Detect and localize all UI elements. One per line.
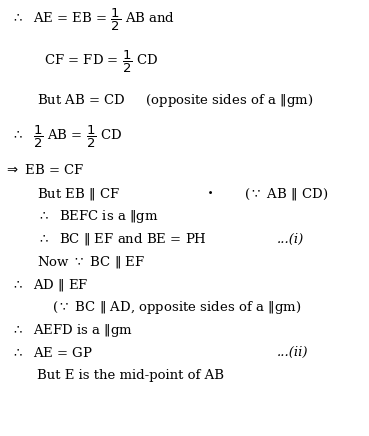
Text: ...(i): ...(i) <box>277 233 304 246</box>
Text: $\Rightarrow$ EB = CF: $\Rightarrow$ EB = CF <box>4 163 84 177</box>
Text: But E is the mid-point of AB: But E is the mid-point of AB <box>37 369 224 382</box>
Text: $\therefore$  AE = GP: $\therefore$ AE = GP <box>11 346 93 360</box>
Text: CF = FD = $\dfrac{1}{2}$ CD: CF = FD = $\dfrac{1}{2}$ CD <box>44 49 159 75</box>
Text: But EB $\|$ CF: But EB $\|$ CF <box>37 186 120 202</box>
Text: $\therefore$  BC $\|$ EF and BE = PH: $\therefore$ BC $\|$ EF and BE = PH <box>37 232 207 247</box>
Text: $\therefore$  AE = EB = $\dfrac{1}{2}$ AB and: $\therefore$ AE = EB = $\dfrac{1}{2}$ AB… <box>11 7 175 33</box>
Text: $\therefore$  AEFD is a $\|$gm: $\therefore$ AEFD is a $\|$gm <box>11 322 133 338</box>
Text: Now $\because$ BC $\|$ EF: Now $\because$ BC $\|$ EF <box>37 254 145 270</box>
Text: $\therefore$  $\dfrac{1}{2}$ AB = $\dfrac{1}{2}$ CD: $\therefore$ $\dfrac{1}{2}$ AB = $\dfrac… <box>11 124 123 150</box>
Text: $\therefore$  BEFC is a $\|$gm: $\therefore$ BEFC is a $\|$gm <box>37 208 159 225</box>
Text: ·: · <box>207 183 214 205</box>
Text: $\therefore$  AD $\|$ EF: $\therefore$ AD $\|$ EF <box>11 277 89 293</box>
Text: ...(ii): ...(ii) <box>277 346 308 359</box>
Text: ($\because$ AB $\|$ CD): ($\because$ AB $\|$ CD) <box>244 186 328 202</box>
Text: But AB = CD     (opposite sides of a $\|$gm): But AB = CD (opposite sides of a $\|$gm) <box>37 92 313 109</box>
Text: ($\because$ BC $\|$ AD, opposite sides of a $\|$gm): ($\because$ BC $\|$ AD, opposite sides o… <box>52 299 301 316</box>
